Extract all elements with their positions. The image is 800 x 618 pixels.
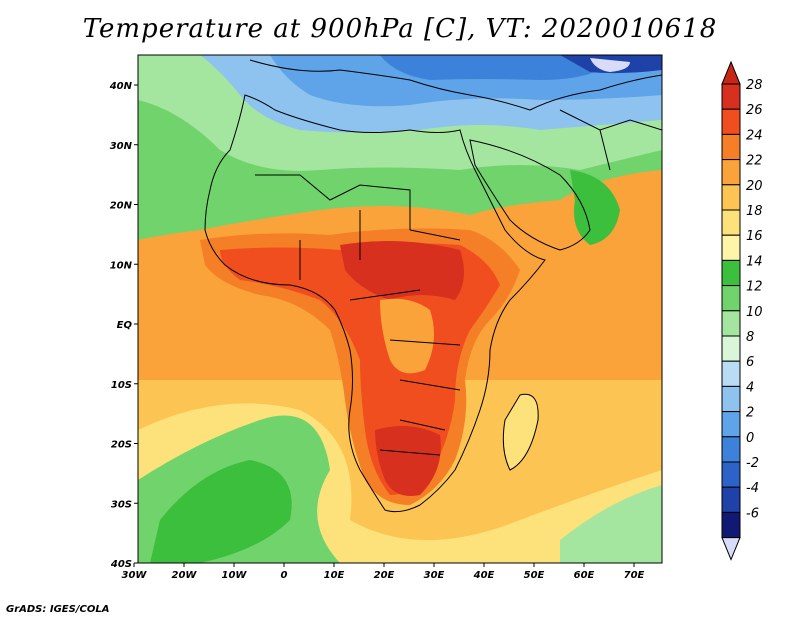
grads-credit: GrADS: IGES/COLA	[6, 604, 110, 615]
lon-tick-label: 10E	[324, 570, 345, 581]
colorbar-label: 10	[746, 305, 763, 320]
lat-tick-label: 40N	[109, 81, 133, 92]
lat-tick-label: 30N	[110, 141, 133, 152]
colorbar-label: 2	[746, 406, 754, 421]
colorbar-segment	[721, 486, 741, 513]
lat-tick-label: EQ	[117, 320, 133, 331]
colorbar-segment	[721, 511, 741, 539]
colorbar-segment	[721, 83, 741, 110]
colorbar-segment	[721, 234, 741, 261]
colorbar-segment	[721, 436, 741, 463]
colorbar-segment	[721, 108, 741, 135]
colorbar-label: 8	[746, 330, 754, 345]
colorbar-label: 6	[746, 355, 754, 370]
lon-tick-label: 20W	[172, 570, 198, 581]
colorbar-top-arrow	[721, 60, 741, 85]
colorbar-segment	[721, 360, 741, 387]
coastlines	[204, 59, 662, 513]
lon-tick-label: 0	[281, 570, 288, 581]
colorbar-label: 0	[746, 431, 754, 446]
temperature-field	[138, 55, 662, 563]
colorbar-segment	[721, 385, 741, 413]
colorbar-segment	[721, 259, 741, 287]
colorbar-segment	[721, 335, 741, 362]
colorbar-label: 16	[746, 229, 763, 244]
lon-tick-label: 40E	[473, 570, 495, 581]
lat-tick-label: 20N	[110, 201, 133, 212]
colorbar-segment	[721, 159, 741, 186]
colorbar-label: 24	[746, 128, 763, 143]
lat-tick-label: 30S	[111, 499, 132, 510]
colorbar-segment	[721, 411, 741, 438]
colorbar-label: -4	[746, 481, 759, 496]
map-frame	[137, 54, 663, 564]
colorbar-label: 26	[746, 103, 763, 118]
colorbar-segment	[721, 209, 741, 236]
lon-tick-label: 70E	[624, 570, 645, 581]
lon-tick-label: 10W	[222, 570, 248, 581]
colorbar-label: 20	[746, 179, 763, 194]
lon-tick-label: 30E	[424, 570, 445, 581]
colorbar-label: 4	[746, 380, 754, 395]
colorbar-label: -6	[746, 506, 759, 521]
colorbar-segment	[721, 184, 741, 211]
colorbar-label: -2	[746, 456, 759, 471]
latitude-axis: 40N 30N 20N 10N EQ 10S 20S 30S 40S	[109, 81, 138, 570]
lat-tick-label: 10N	[110, 260, 133, 271]
lat-tick-label: 10S	[111, 380, 132, 391]
colorbar-segment	[721, 285, 741, 312]
colorbar-bottom-arrow	[721, 537, 741, 561]
colorbar-label: 18	[746, 204, 763, 219]
colorbar-segment	[721, 133, 741, 161]
lat-tick-label: 40S	[110, 559, 132, 570]
lon-tick-label: 20E	[374, 570, 395, 581]
map-title: Temperature at 900hPa [C], VT: 202001061…	[82, 14, 718, 44]
lon-tick-label: 60E	[574, 570, 595, 581]
colorbar-label: 28	[746, 78, 763, 93]
colorbar-segment	[721, 310, 741, 337]
colorbar-label: 22	[746, 154, 763, 169]
lon-tick-label: 50E	[524, 570, 545, 581]
colorbar-label: 12	[746, 280, 763, 295]
colorbar-label: 14	[746, 254, 763, 269]
longitude-axis: 30W 20W 10W 0 10E 20E 30E 40E 50E 60E 70E	[122, 563, 645, 581]
colorbar-segment	[721, 461, 741, 488]
lat-tick-label: 20S	[111, 440, 132, 451]
lon-tick-label: 30W	[122, 570, 148, 581]
